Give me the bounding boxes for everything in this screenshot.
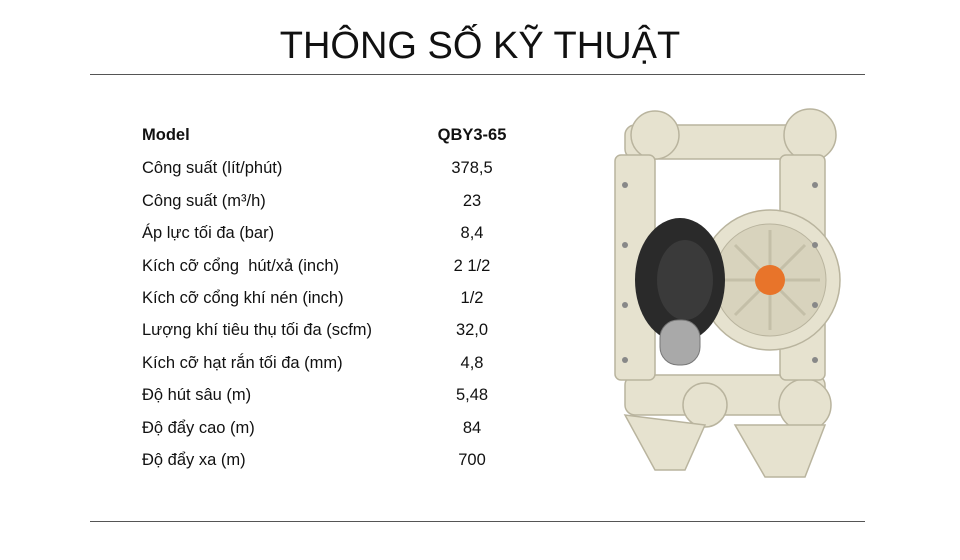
logo-icon xyxy=(755,265,785,295)
spec-value: 4,8 xyxy=(460,354,484,372)
spec-row: Công suất (lít/phút) 378,5 xyxy=(142,152,542,184)
spec-value: 84 xyxy=(462,419,482,437)
top-divider xyxy=(90,74,865,75)
spec-label: Độ đẩy cao (m) xyxy=(142,419,255,437)
spec-row: Công suất (m³/h) 23 xyxy=(142,185,542,217)
spec-value: 700 xyxy=(458,451,486,469)
spec-label: Kích cỡ cổng khí nén (inch) xyxy=(142,289,344,307)
spec-label: Kích cỡ hạt rắn tối đa (mm) xyxy=(142,354,343,372)
spec-label: Model xyxy=(142,126,190,144)
spec-row: Độ hút sâu (m) 5,48 xyxy=(142,379,542,411)
spec-value: 32,0 xyxy=(455,321,489,339)
spec-row: Kích cỡ cổng hút/xả (inch) 2 1/2 xyxy=(142,250,542,282)
spec-label: Độ đẩy xa (m) xyxy=(142,451,246,469)
spec-value: 8,4 xyxy=(460,224,484,242)
spec-value: 5,48 xyxy=(455,386,489,404)
spec-row: Kích cỡ cổng khí nén (inch) 1/2 xyxy=(142,282,542,314)
spec-row: Lượng khí tiêu thụ tối đa (scfm) 32,0 xyxy=(142,314,542,346)
spec-label: Lượng khí tiêu thụ tối đa (scfm) xyxy=(142,321,373,339)
spec-row: Độ đẩy xa (m) 700 xyxy=(142,444,542,476)
spec-value: 1/2 xyxy=(460,289,484,307)
spec-row: Áp lực tối đa (bar) 8,4 xyxy=(142,217,542,249)
spec-label: Kích cỡ cổng hút/xả (inch) xyxy=(142,257,339,275)
spec-value: 23 xyxy=(462,192,482,210)
spec-value: 2 1/2 xyxy=(453,257,491,275)
spec-label: Áp lực tối đa (bar) xyxy=(142,224,275,242)
spec-row: Độ đẩy cao (m) 84 xyxy=(142,412,542,444)
bottom-divider xyxy=(90,521,865,522)
spec-value: 378,5 xyxy=(451,159,493,177)
spec-label: Công suất (lít/phút) xyxy=(142,159,283,177)
spec-header-row: Model QBY3-65 xyxy=(142,119,542,151)
page-title: THÔNG SỐ KỸ THUẬT xyxy=(279,25,681,67)
spec-label: Độ hút sâu (m) xyxy=(142,386,252,404)
pump-image xyxy=(614,108,841,478)
spec-label: Công suất (m³/h) xyxy=(142,192,266,210)
spec-value: QBY3-65 xyxy=(437,126,507,144)
spec-row: Kích cỡ hạt rắn tối đa (mm) 4,8 xyxy=(142,347,542,379)
